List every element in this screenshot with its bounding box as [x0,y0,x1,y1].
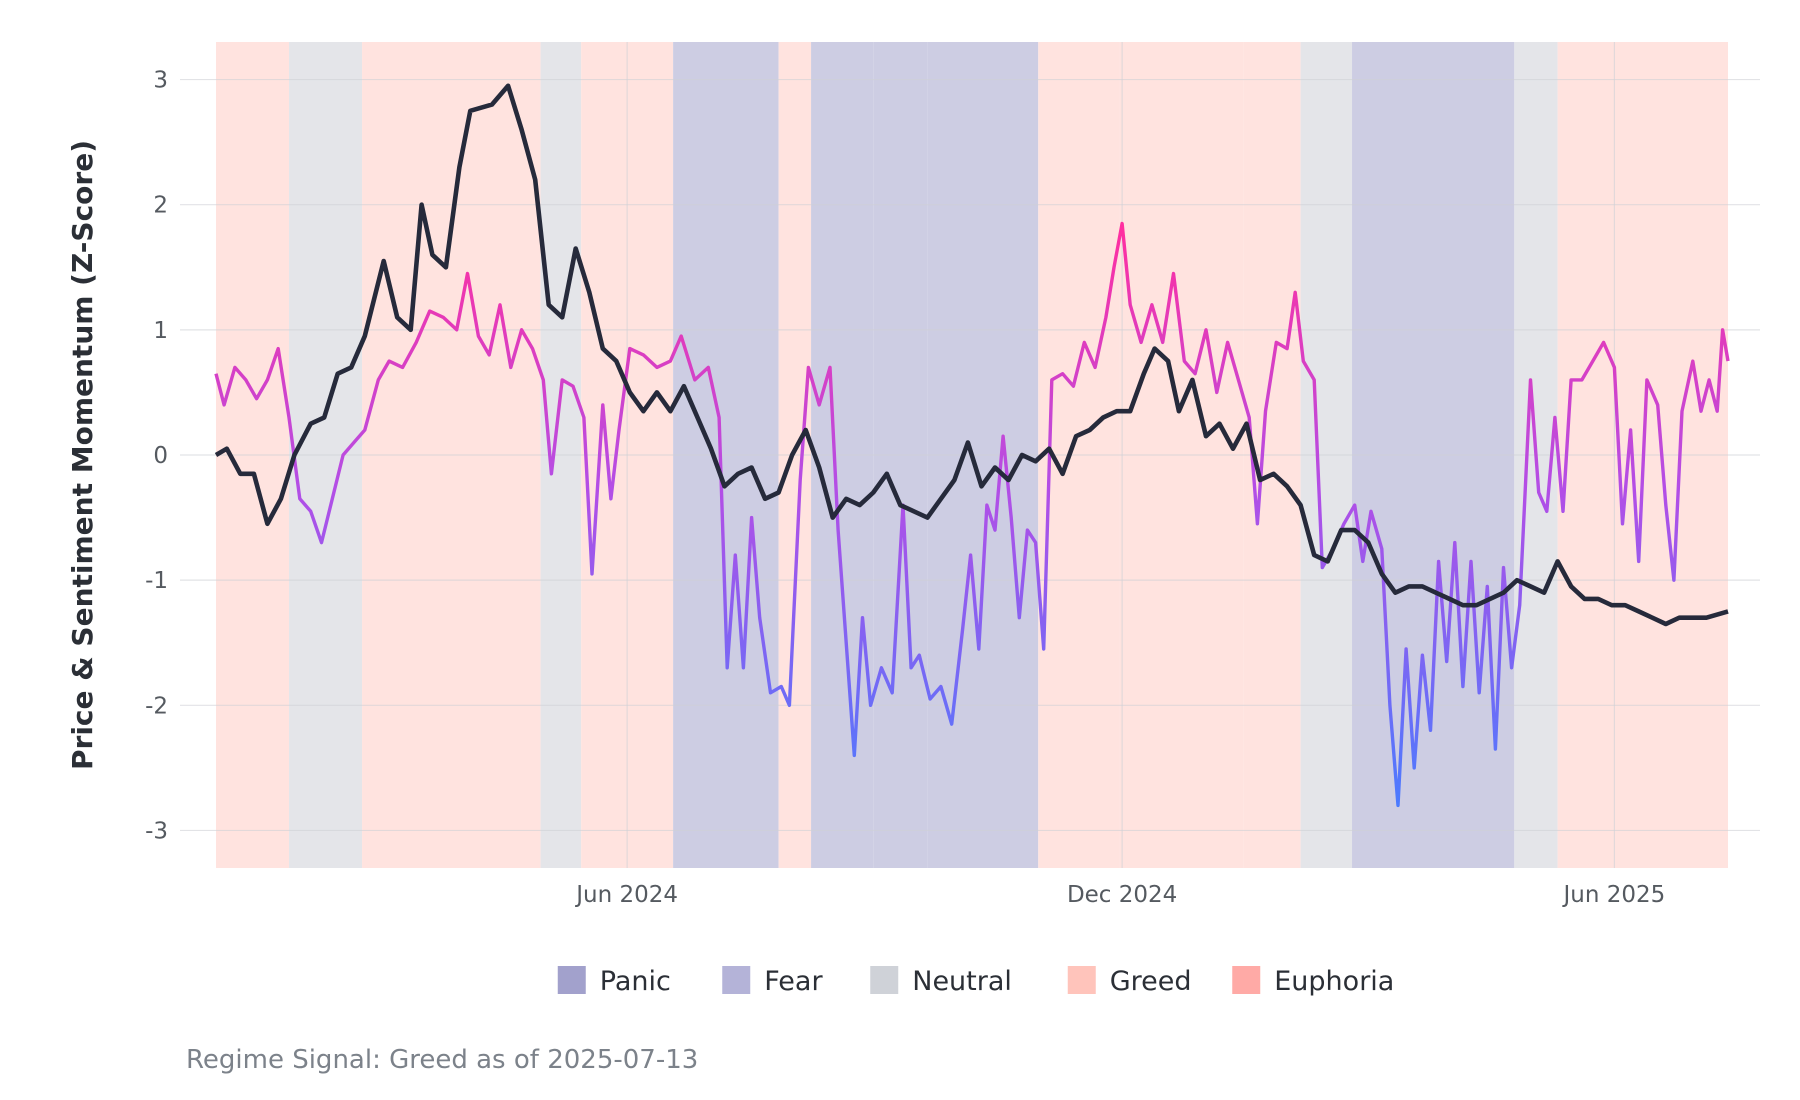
y-tick-label: 0 [153,443,168,469]
y-tick-label: 3 [153,68,168,94]
y-tick-label: 2 [153,193,168,219]
y-axis-label: Price & Sentiment Momentum (Z-Score) [66,140,99,770]
x-tick-label: Jun 2025 [1561,882,1665,908]
legend-swatch-greed [1067,966,1096,994]
y-tick-label: 1 [153,318,168,344]
legend-swatch-euphoria [1232,966,1261,994]
legend-label-euphoria: Euphoria [1274,966,1394,997]
y-tick-label: -1 [145,568,168,594]
legend-label-neutral: Neutral [912,966,1012,997]
sentiment-line [214,221,1730,808]
legend-label-panic: Panic [600,966,671,997]
y-axis-ticks: 3 2 1 0 -1 -2 -3 [145,68,168,845]
y-tick-label: -2 [145,693,168,719]
legend-swatch-neutral [870,966,899,994]
legend: Panic Fear Neutral Greed Euphoria [557,966,1394,997]
series-lines [214,83,1730,808]
legend-swatch-panic [557,966,586,994]
price-line [214,83,1729,627]
x-tick-label: Dec 2024 [1067,882,1177,908]
regime-signal-caption: Regime Signal: Greed as of 2025-07-13 [186,1045,698,1075]
y-tick-label: -3 [145,818,168,844]
legend-label-fear: Fear [764,966,823,997]
legend-label-greed: Greed [1110,966,1192,997]
grid-lines [180,42,1760,868]
x-axis-ticks: Jun 2024 Dec 2024 Jun 2025 [574,882,1665,908]
legend-swatch-fear [722,966,751,994]
x-tick-label: Jun 2024 [574,882,678,908]
